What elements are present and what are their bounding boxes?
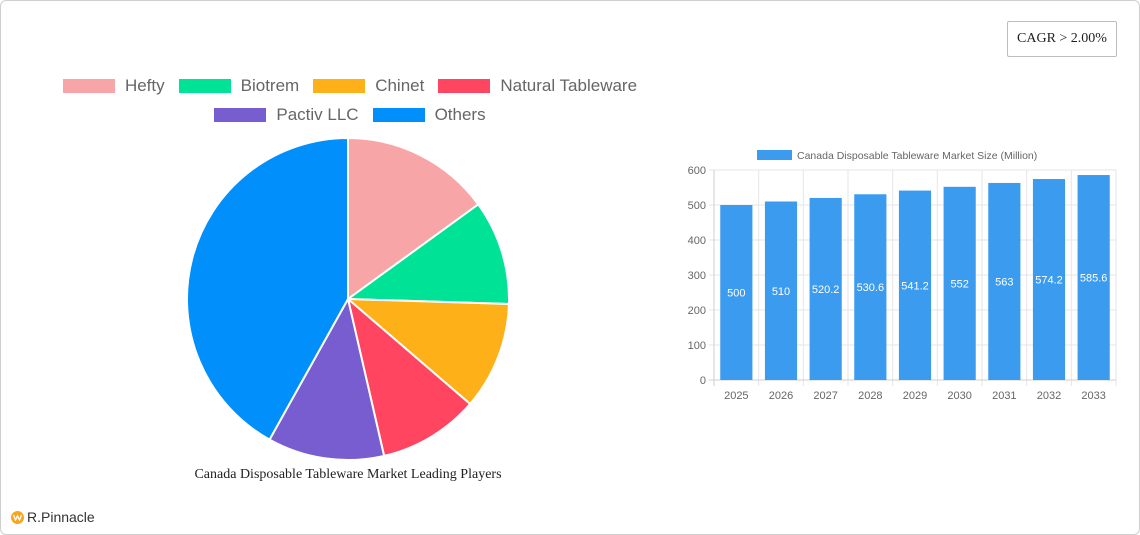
pinnacle-logo-icon (11, 510, 24, 524)
bar-2029[interactable] (898, 190, 932, 380)
x-tick-label: 2030 (947, 390, 971, 402)
bar-value-label: 552 (950, 278, 968, 290)
legend-swatch (214, 108, 267, 122)
bar-2027[interactable] (809, 197, 842, 380)
bar-2032[interactable] (1032, 179, 1066, 380)
brand-name: R.Pinnacle (27, 509, 95, 525)
brand-logo[interactable]: R.Pinnacle (11, 509, 95, 525)
legend-label: Chinet (375, 76, 425, 95)
legend-label: Hefty (124, 76, 165, 95)
bar-2025[interactable] (720, 205, 753, 380)
legend-item-biotrem[interactable]: Biotrem (178, 76, 300, 96)
legend-item-chinet[interactable]: Chinet (313, 76, 424, 96)
pie-slice-hefty[interactable] (347, 136, 480, 301)
x-tick-label: 2029 (903, 390, 927, 402)
x-tick-label: 2026 (769, 390, 793, 402)
y-tick-label: 0 (700, 375, 706, 387)
bar-value-label: 563 (995, 276, 1013, 288)
bar-legend[interactable]: Canada Disposable Tableware Market Size … (757, 150, 1037, 162)
bar-2026[interactable] (764, 201, 798, 381)
bar-value-label: 510 (772, 286, 790, 298)
cagr-label: CAGR > 2.00% (1017, 31, 1107, 46)
pie-legend-row-2: Pactiv LLC Others (40, 105, 660, 125)
legend-label: Biotrem (240, 76, 300, 95)
bar-2028[interactable] (854, 194, 887, 380)
legend-item-pactiv-llc[interactable]: Pactiv LLC (214, 105, 359, 125)
pie-slice-pactiv-llc[interactable] (268, 296, 386, 461)
legend-item-hefty[interactable]: Hefty (62, 76, 165, 96)
bar-2033[interactable] (1077, 175, 1110, 380)
legend-label: Pactiv LLC (276, 105, 359, 124)
bar-2031[interactable] (988, 182, 1021, 380)
pie-slice-chinet[interactable] (345, 297, 510, 406)
y-tick-label: 100 (688, 340, 706, 352)
bar-value-label: 574.2 (1035, 275, 1063, 287)
pie-chart-title: Canada Disposable Tableware Market Leadi… (194, 467, 502, 482)
y-tick-label: 600 (688, 165, 706, 177)
y-tick-label: 300 (688, 270, 706, 282)
pie-slice-natural-tableware[interactable] (346, 296, 472, 458)
legend-swatch (62, 79, 115, 93)
legend-swatch (178, 79, 231, 93)
bar-value-label: 530.6 (857, 282, 885, 294)
pie-slice-others[interactable] (186, 136, 349, 441)
legend-label: Others (434, 105, 486, 124)
cagr-badge: CAGR > 2.00% (1007, 21, 1117, 57)
bar-value-label: 500 (727, 288, 745, 300)
pie-chart (186, 136, 510, 461)
legend-swatch (313, 79, 366, 93)
legend-swatch (757, 150, 792, 160)
x-tick-label: 2027 (813, 390, 837, 402)
legend-swatch (372, 108, 425, 122)
bar-legend-label: Canada Disposable Tableware Market Size … (797, 150, 1037, 162)
x-tick-label: 2032 (1037, 390, 1061, 402)
x-tick-label: 2031 (992, 390, 1016, 402)
bar-2030[interactable] (943, 186, 976, 380)
y-tick-label: 500 (688, 200, 706, 212)
legend-label: Natural Tableware (500, 76, 638, 95)
bar-value-label: 520.2 (812, 284, 840, 296)
pie-legend-row-1: Hefty Biotrem Chinet Natural Tableware (40, 76, 660, 96)
y-tick-label: 400 (688, 235, 706, 247)
x-tick-label: 2033 (1081, 390, 1105, 402)
legend-item-others[interactable]: Others (372, 105, 486, 125)
bar-chart: Canada Disposable Tableware Market Size … (688, 150, 1117, 402)
bar-value-label: 541.2 (901, 280, 929, 292)
pie-slice-biotrem[interactable] (345, 202, 510, 306)
y-tick-label: 200 (688, 305, 706, 317)
legend-swatch (438, 79, 491, 93)
x-tick-label: 2028 (858, 390, 882, 402)
legend-item-natural-tableware[interactable]: Natural Tableware (438, 76, 637, 96)
bar-value-label: 585.6 (1080, 273, 1108, 285)
x-tick-label: 2025 (724, 390, 748, 402)
